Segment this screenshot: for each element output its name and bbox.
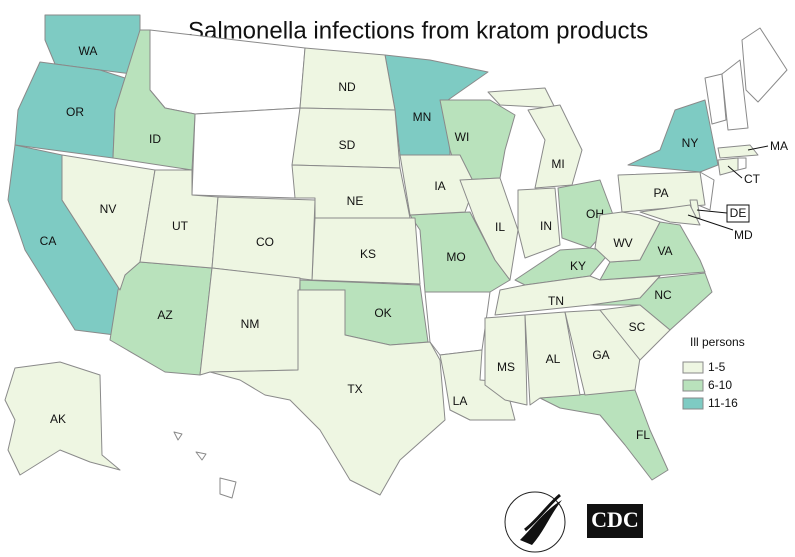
state-shape — [594, 211, 661, 263]
legend-swatch — [682, 379, 704, 392]
state-label: ND — [338, 80, 356, 94]
cdc-logo: CDC — [587, 504, 643, 538]
state-label: KS — [360, 247, 376, 261]
state-label: IL — [495, 220, 505, 234]
state-shape — [704, 73, 727, 125]
leader-line — [747, 145, 769, 151]
state-label: TN — [548, 294, 564, 308]
state-shape — [173, 431, 183, 441]
label-box — [726, 204, 750, 223]
hhs-logo — [504, 491, 566, 553]
legend-swatch — [682, 361, 704, 374]
state-shape — [209, 289, 446, 496]
state-label: AK — [50, 412, 66, 426]
state-label: KY — [570, 259, 586, 273]
state-shape — [527, 104, 583, 189]
state-shape — [517, 187, 561, 259]
legend-label: 1-5 — [708, 360, 726, 374]
state-label: IA — [434, 179, 445, 193]
legend-label: 6-10 — [708, 378, 732, 392]
state-shape — [539, 389, 669, 481]
state-label: SD — [339, 138, 356, 152]
state-label: PA — [653, 186, 668, 200]
state-shape — [484, 314, 528, 406]
leader-line — [696, 209, 728, 214]
state-label: MI — [551, 157, 564, 171]
cdc-text: CDC — [591, 507, 639, 532]
state-label: CO — [256, 235, 274, 249]
state-label: WI — [455, 130, 470, 144]
state-shape — [439, 349, 516, 421]
state-shape — [4, 361, 121, 476]
state-shape — [737, 157, 747, 171]
state-shape — [721, 59, 749, 131]
state-label: WA — [79, 44, 98, 58]
state-label: OR — [66, 105, 84, 119]
state-shape — [494, 275, 661, 316]
state-label: MN — [413, 110, 432, 124]
state-label: LA — [453, 394, 468, 408]
state-label: NY — [682, 136, 699, 150]
state-shape — [639, 204, 701, 226]
map-title: Salmonella infections from kratom produc… — [188, 17, 648, 44]
state-shape — [211, 196, 316, 281]
state-label: TX — [347, 382, 362, 396]
state-label: GA — [592, 348, 609, 362]
state-label: IN — [540, 219, 552, 233]
state-shape — [219, 477, 237, 499]
state-label: NM — [241, 317, 260, 331]
state-shape — [459, 177, 519, 281]
leader-line — [727, 165, 743, 179]
state-label: AZ — [157, 308, 172, 322]
state-label: MD — [734, 228, 753, 242]
state-shape — [191, 107, 301, 199]
state-label: AL — [546, 352, 561, 366]
state-shape — [112, 29, 196, 171]
state-label: NE — [347, 194, 364, 208]
legend-title: Ill persons — [690, 335, 745, 349]
legend-label: 11-16 — [708, 396, 738, 410]
state-shape — [717, 144, 759, 159]
state-shape — [524, 311, 581, 406]
state-shape — [741, 27, 788, 103]
state-shape — [299, 47, 396, 111]
state-shape — [409, 211, 511, 293]
state-label: SC — [629, 320, 646, 334]
state-shape — [424, 291, 491, 356]
state-shape — [627, 99, 719, 173]
state-label: WV — [613, 236, 632, 250]
state-label: CA — [40, 234, 57, 248]
state-label: ID — [149, 132, 161, 146]
state-label: NV — [100, 202, 117, 216]
state-shape — [564, 309, 641, 396]
state-shape — [617, 171, 706, 213]
state-label: VA — [657, 244, 672, 258]
state-label: MA — [770, 139, 788, 153]
state-label: DE — [730, 206, 747, 220]
state-label: CT — [744, 172, 761, 186]
leader-line — [687, 214, 734, 231]
state-shape — [599, 304, 671, 361]
state-shape — [195, 451, 207, 461]
state-label: NC — [654, 288, 672, 302]
state-label: UT — [172, 219, 189, 233]
state-label: FL — [636, 428, 650, 442]
state-label: MS — [497, 360, 515, 374]
state-label: MO — [446, 250, 465, 264]
state-label: OK — [374, 306, 391, 320]
legend-swatch — [682, 397, 704, 410]
